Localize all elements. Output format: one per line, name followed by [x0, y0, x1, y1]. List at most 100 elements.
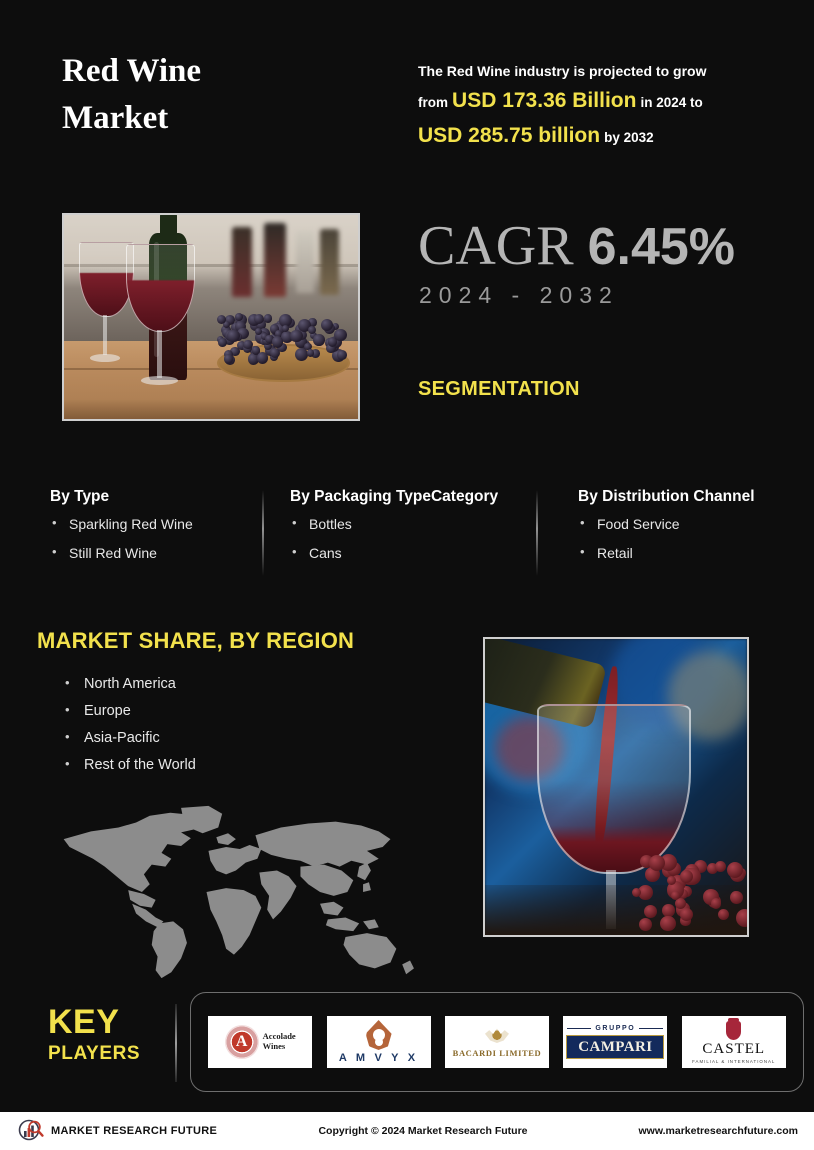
grape: [666, 875, 676, 885]
campari-rule-left: [567, 1028, 592, 1029]
grape: [247, 353, 260, 365]
grape: [222, 320, 231, 329]
grape: [235, 314, 248, 327]
grape: [327, 337, 338, 347]
grape: [225, 314, 236, 325]
key-players-divider: [175, 1004, 177, 1082]
key-players-title-line2: PLAYERS: [48, 1042, 141, 1064]
grape: [236, 327, 249, 340]
grape: [679, 869, 693, 883]
page-title: Red Wine Market: [62, 48, 392, 142]
grape: [294, 348, 308, 362]
logo-amvyx: A M V Y X: [326, 1016, 431, 1068]
grape: [263, 342, 273, 351]
footer-website[interactable]: www.marketresearchfuture.com: [638, 1125, 798, 1137]
accolade-text-line1: Accolade: [262, 1031, 296, 1042]
grape: [726, 861, 744, 879]
accolade-mark-icon: A: [224, 1025, 259, 1059]
column-divider: [536, 490, 538, 576]
campari-text-top: GRUPPO: [595, 1025, 636, 1032]
market-share-region-list: North America Europe Asia-Pacific Rest o…: [62, 675, 196, 784]
grape: [260, 332, 269, 340]
background-bottle: [263, 223, 286, 297]
region-list-item: North America: [62, 675, 196, 692]
segmentation-column-distribution: By Distribution Channel Food Service Ret…: [578, 488, 788, 574]
projection-statement: The Red Wine industry is projected to gr…: [418, 60, 790, 153]
segmentation-column-title: By Type: [50, 488, 110, 505]
background-bottle: [296, 231, 314, 293]
region-list-item: Asia-Pacific: [62, 729, 196, 746]
grape: [710, 898, 722, 909]
amvyx-text: A M V Y X: [338, 1052, 419, 1064]
grape: [311, 349, 320, 358]
campari-text-main: CAMPARI: [578, 1039, 653, 1055]
segmentation-list-item: Retail: [578, 545, 788, 561]
castel-shield-icon: [726, 1017, 742, 1040]
market-share-heading: MARKET SHARE, BY REGION: [37, 628, 355, 653]
photo-shelf-line: [64, 263, 358, 267]
grape: [237, 340, 247, 351]
background-bottle: [231, 227, 253, 297]
grape: [706, 862, 718, 874]
grape: [736, 909, 747, 927]
segmentation-column-type: By Type Sparkling Red Wine Still Red Win…: [50, 488, 260, 574]
grape: [229, 346, 240, 357]
segmentation-column-title: By Packaging TypeCategory: [290, 488, 499, 505]
grape: [251, 346, 260, 355]
segmentation-list-item: Food Service: [578, 516, 788, 532]
grape: [648, 854, 666, 872]
grape: [235, 321, 247, 333]
grape: [308, 318, 317, 327]
grape: [227, 330, 240, 343]
segmentation-list-item: Sparkling Red Wine: [50, 516, 260, 532]
projection-from-label: from: [418, 95, 448, 111]
projection-by-label: by 2032: [604, 129, 654, 145]
page-title-line1: Red Wine: [62, 53, 202, 89]
grape: [255, 319, 267, 330]
grape: [321, 319, 334, 332]
cagr-percent: 6.45%: [587, 218, 736, 276]
grape: [643, 904, 657, 918]
accolade-text-line2: Wines: [262, 1041, 286, 1051]
grape: [256, 352, 269, 364]
cagr-year-range: 2024 - 2032: [419, 282, 619, 308]
grape: [730, 891, 744, 905]
wine-glass: [125, 243, 196, 393]
segmentation-list: Bottles Cans: [290, 516, 540, 560]
grape: [290, 329, 303, 343]
grape: [637, 885, 653, 901]
grape: [674, 897, 686, 909]
castel-text-main: CASTEL: [702, 1040, 766, 1057]
grape: [265, 334, 274, 344]
segmentation-heading: SEGMENTATION: [418, 378, 580, 400]
grapes-cluster: [214, 312, 352, 366]
bacardi-bat-icon: [484, 1028, 509, 1044]
grape: [295, 336, 307, 348]
grape: [659, 915, 676, 932]
cagr-value-block: CAGR 6.45%: [418, 218, 735, 274]
bacardi-text: BACARDI LIMITED: [452, 1047, 542, 1058]
market-research-future-logo-icon: [18, 1118, 44, 1144]
grape: [631, 887, 642, 898]
hero-wine-photo: [62, 213, 360, 421]
campari-wordmark: CAMPARI: [566, 1035, 665, 1059]
grape: [303, 342, 312, 351]
key-players-title: KEY PLAYERS: [48, 1005, 158, 1065]
grapes-cluster: [629, 852, 747, 935]
grape: [282, 324, 290, 332]
grape: [307, 325, 317, 335]
segmentation-column-packaging: By Packaging TypeCategory Bottles Cans: [290, 488, 540, 574]
castel-text-sub: FAMILIAL & INTERNATIONAL: [692, 1058, 776, 1064]
grape: [269, 348, 280, 359]
projection-lead: The Red Wine industry is projected to gr…: [418, 63, 707, 79]
projection-from-value: USD 173.36 Billion: [452, 89, 637, 113]
key-players-logo-box: A Accolade Wines A M V Y X BACARDI LIMIT…: [190, 992, 804, 1092]
world-map: [34, 802, 426, 984]
grape: [253, 313, 265, 324]
grape: [234, 312, 243, 321]
grape: [715, 860, 727, 872]
grape: [336, 350, 347, 361]
wine-glass: [78, 241, 134, 368]
grape: [679, 907, 694, 922]
